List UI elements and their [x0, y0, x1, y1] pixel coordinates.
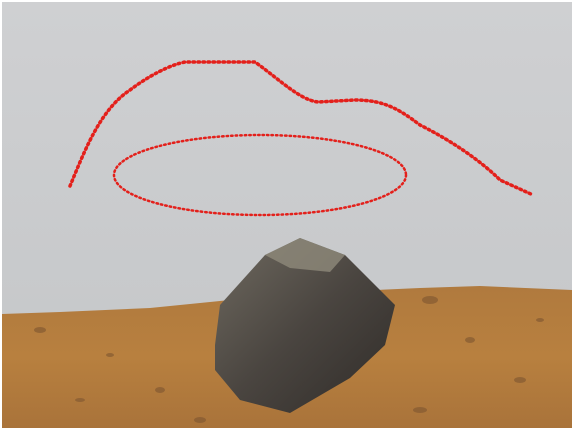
page: (() => { const data = JSON.parse(documen… — [0, 0, 574, 430]
photo — [0, 0, 574, 430]
